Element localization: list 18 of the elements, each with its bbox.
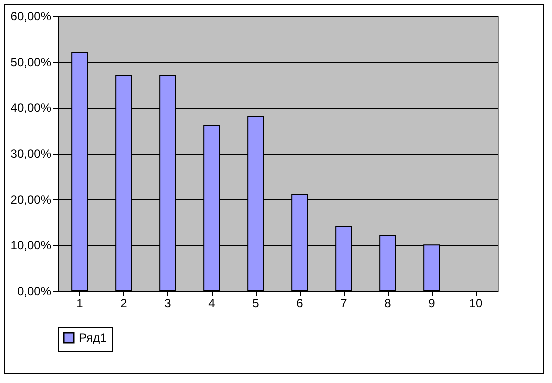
x-tick-label: 2 (120, 296, 128, 310)
y-tick-label: 50,00% (10, 55, 52, 70)
y-tick-label: 40,00% (10, 101, 52, 116)
legend-label: Ряд1 (79, 331, 108, 345)
x-tick-label: 9 (428, 296, 436, 310)
x-tick-label: 5 (252, 296, 260, 310)
x-tick-label: 3 (164, 296, 172, 310)
x-tick-label: 10 (469, 296, 483, 310)
y-tick-label: 0,00% (17, 284, 52, 298)
x-tick-label: 1 (76, 296, 84, 310)
y-tick-label: 60,00% (10, 10, 52, 24)
x-tick-label: 4 (208, 296, 216, 310)
y-tick-label: 30,00% (10, 147, 52, 161)
y-tick-label: 20,00% (10, 192, 52, 207)
y-tick-label: 10,00% (10, 238, 52, 253)
x-tick-label: 8 (384, 296, 392, 310)
x-tick-label: 6 (296, 296, 304, 310)
x-tick-label: 7 (340, 296, 348, 310)
